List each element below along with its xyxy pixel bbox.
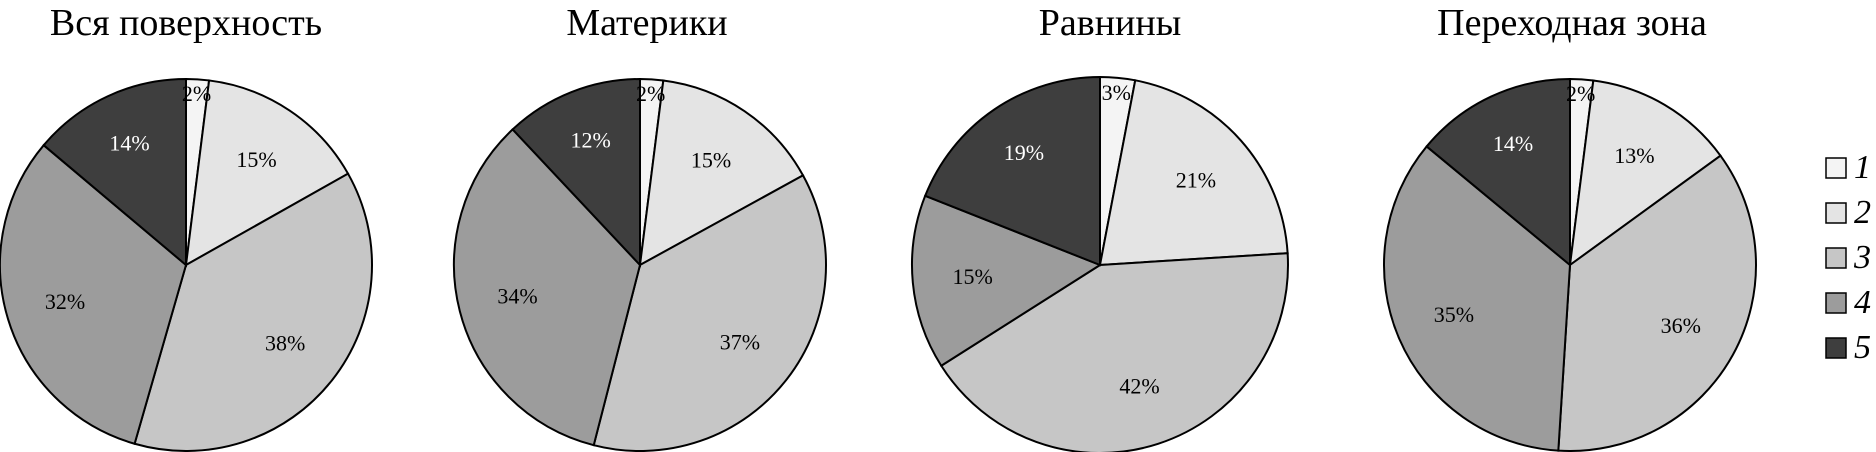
pie-slice-2 bbox=[1098, 79, 1289, 267]
slice-label: 34% bbox=[497, 284, 537, 309]
chart-legend: 1 2 3 4 5 bbox=[1825, 149, 1871, 366]
pie-slice-3 bbox=[592, 174, 827, 452]
slice-label: 42% bbox=[1119, 374, 1159, 399]
pie-chart-plains: Равнины 3% 21% 42% 15% 19% bbox=[911, 2, 1289, 452]
pie-slices bbox=[911, 75, 1289, 452]
pie-slice-2 bbox=[184, 79, 350, 267]
pie-labels: 2% 15% 38% 32% 14% bbox=[45, 81, 306, 355]
pie-slices bbox=[1383, 77, 1757, 452]
legend-swatch-5 bbox=[1825, 337, 1847, 359]
pie-slice-4 bbox=[453, 127, 642, 447]
legend-label-1: 1 bbox=[1854, 149, 1871, 186]
slice-label: 3% bbox=[1102, 80, 1131, 105]
pie-slices bbox=[0, 77, 373, 452]
pie-labels: 2% 13% 36% 35% 14% bbox=[1434, 81, 1701, 338]
pie-slices bbox=[453, 77, 827, 452]
pie-slice-5 bbox=[1425, 77, 1571, 268]
slice-label: 19% bbox=[1004, 140, 1044, 165]
chart-title: Материки bbox=[566, 2, 727, 44]
legend-swatch-2 bbox=[1825, 202, 1847, 224]
pie-slice-5 bbox=[42, 77, 187, 268]
slice-label: 13% bbox=[1614, 143, 1654, 168]
chart-title: Равнины bbox=[1039, 2, 1181, 44]
slice-label: 14% bbox=[1493, 131, 1533, 156]
slice-label: 15% bbox=[953, 264, 993, 289]
pie-labels: 3% 21% 42% 15% 19% bbox=[953, 80, 1217, 399]
chart-title: Вся поверхность bbox=[50, 2, 322, 44]
slice-label: 2% bbox=[1566, 81, 1595, 106]
slice-label: 37% bbox=[720, 330, 760, 355]
slice-label: 2% bbox=[636, 81, 665, 106]
pie-chart-continents: Материки 2% 15% 37% 34% 12% bbox=[453, 2, 827, 452]
slice-label: 38% bbox=[265, 330, 305, 355]
slice-label: 36% bbox=[1661, 313, 1701, 338]
legend-swatch-4 bbox=[1825, 292, 1847, 314]
pie-slice-4 bbox=[911, 194, 1103, 368]
legend-label-2: 2 bbox=[1854, 194, 1871, 231]
slice-label: 15% bbox=[236, 147, 276, 172]
chart-title: Переходная зона bbox=[1437, 2, 1707, 44]
pie-slice-2 bbox=[638, 79, 805, 267]
legend-label-4: 4 bbox=[1854, 284, 1871, 321]
legend-label-5: 5 bbox=[1854, 329, 1871, 366]
slice-label: 12% bbox=[571, 128, 611, 153]
pie-slice-3 bbox=[133, 172, 373, 452]
pie-slice-2 bbox=[1568, 79, 1722, 268]
slice-label: 2% bbox=[182, 81, 211, 106]
legend-swatch-1 bbox=[1825, 157, 1847, 179]
pie-labels: 2% 15% 37% 34% 12% bbox=[497, 81, 760, 354]
slice-label: 35% bbox=[1434, 302, 1474, 327]
slice-label: 32% bbox=[45, 289, 85, 314]
pie-slice-5 bbox=[923, 75, 1101, 267]
pie-slice-5 bbox=[511, 77, 641, 268]
pie-chart-all-surface: Вся поверхность 2% 15% 38% 32% 14% bbox=[0, 2, 373, 452]
legend-label-3: 3 bbox=[1853, 239, 1871, 276]
slice-label: 21% bbox=[1176, 168, 1216, 193]
pie-slice-3 bbox=[939, 252, 1289, 452]
legend-swatch-3 bbox=[1825, 247, 1847, 269]
slice-label: 15% bbox=[691, 147, 731, 172]
pie-chart-transition-zone: Переходная зона 2% 13% 36% 35% 14% bbox=[1383, 2, 1757, 452]
pie-slice-4 bbox=[0, 143, 188, 445]
pie-slice-3 bbox=[1557, 154, 1757, 452]
slice-label: 14% bbox=[109, 131, 149, 156]
pie-slice-4 bbox=[1383, 145, 1572, 452]
